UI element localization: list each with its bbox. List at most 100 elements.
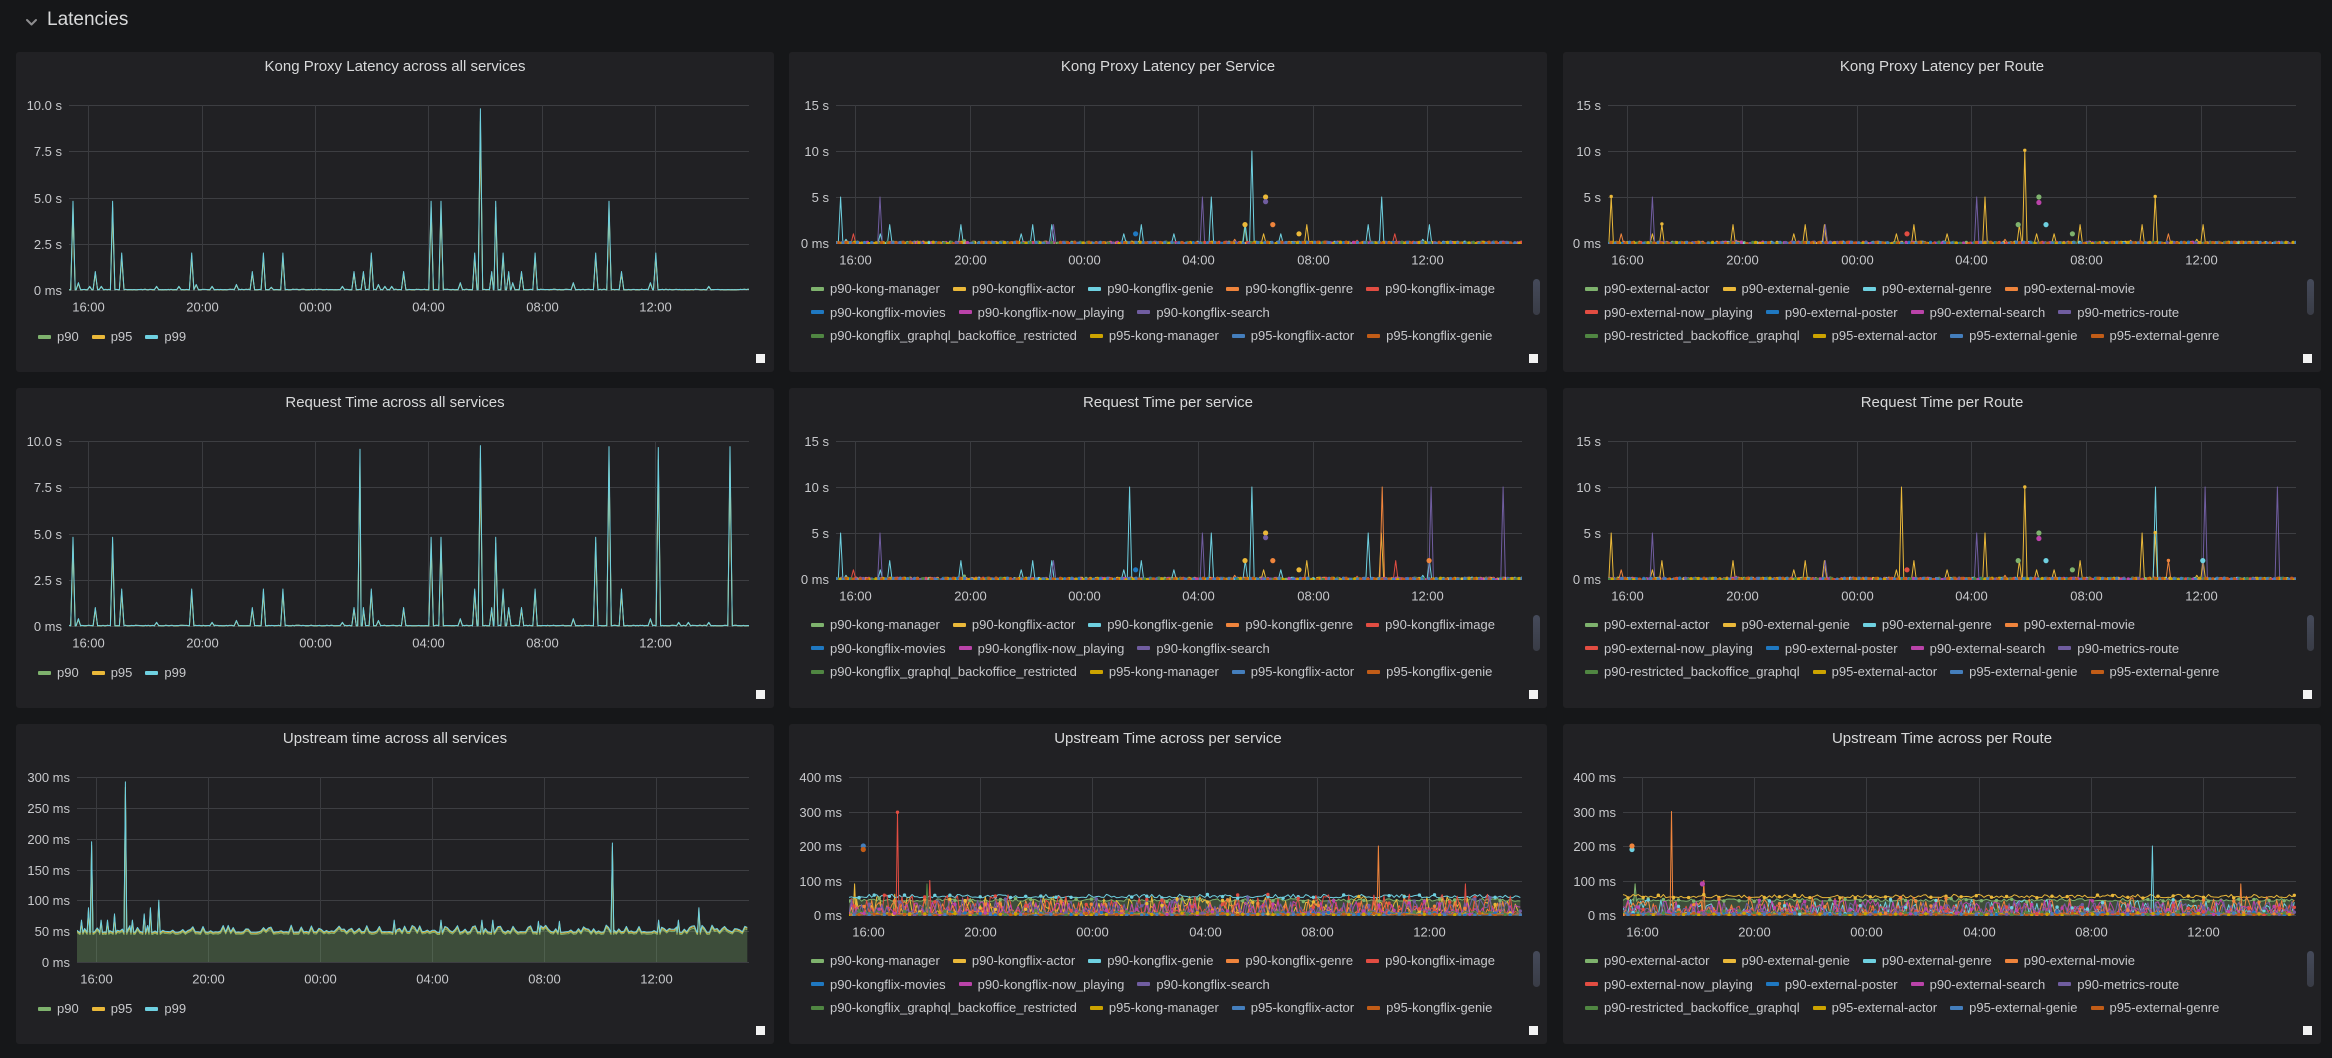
legend-item-p90-external-genre[interactable]: p90-external-genre: [1863, 949, 1992, 973]
legend-item-p99[interactable]: p99: [145, 997, 186, 1021]
panel-resize-handle[interactable]: [1529, 1026, 1538, 1035]
legend-item-p90-external-poster[interactable]: p90-external-poster: [1766, 301, 1898, 325]
legend-item-p95-kongflix-actor[interactable]: p95-kongflix-actor: [1232, 324, 1354, 348]
legend-item-p95-kong-manager[interactable]: p95-kong-manager: [1090, 996, 1219, 1020]
legend-item-p95-external-genie[interactable]: p95-external-genie: [1950, 660, 2077, 684]
legend-item-p90-external-actor[interactable]: p90-external-actor: [1585, 949, 1710, 973]
legend-item-p90-kong-manager[interactable]: p90-kong-manager: [811, 613, 940, 637]
legend-item-p95-external-genie[interactable]: p95-external-genie: [1950, 324, 2077, 348]
legend-item-p90-restricted-backoffice-graphql[interactable]: p90-restricted_backoffice_graphql: [1585, 996, 1800, 1020]
legend-item-p99[interactable]: p99: [145, 325, 186, 349]
legend-item-p99[interactable]: p99: [145, 661, 186, 685]
legend-item-p95[interactable]: p95: [92, 997, 133, 1021]
legend-item-p90-kongflix-actor[interactable]: p90-kongflix-actor: [953, 613, 1075, 637]
legend-item-p95-external-actor[interactable]: p95-external-actor: [1813, 660, 1938, 684]
legend-item-p90-metrics-route[interactable]: p90-metrics-route: [2058, 973, 2179, 997]
legend-item-p90-restricted-backoffice-graphql[interactable]: p90-restricted_backoffice_graphql: [1585, 324, 1800, 348]
legend-item-p90-external-movie[interactable]: p90-external-movie: [2005, 613, 2135, 637]
legend-scrollbar[interactable]: [2307, 279, 2314, 315]
legend-item-p90-kong-manager[interactable]: p90-kong-manager: [811, 277, 940, 301]
legend-item-p90-external-movie[interactable]: p90-external-movie: [2005, 277, 2135, 301]
legend-item-p95-external-genre[interactable]: p95-external-genre: [2091, 996, 2220, 1020]
panel-resize-handle[interactable]: [756, 1026, 765, 1035]
chevron-down-icon[interactable]: [25, 18, 38, 27]
legend-item-p90-external-search[interactable]: p90-external-search: [1911, 637, 2046, 661]
legend-item-p90-restricted-backoffice-graphql[interactable]: p90-restricted_backoffice_graphql: [1585, 660, 1800, 684]
legend-item-p95[interactable]: p95: [92, 661, 133, 685]
legend-item-p90-external-search[interactable]: p90-external-search: [1911, 301, 2046, 325]
legend-item-p90-kongflix-actor[interactable]: p90-kongflix-actor: [953, 277, 1075, 301]
legend-item-p90-external-genie[interactable]: p90-external-genie: [1723, 277, 1850, 301]
legend-item-p90-kongflix-now-playing[interactable]: p90-kongflix-now_playing: [959, 637, 1125, 661]
legend-item-p90-kongflix-now-playing[interactable]: p90-kongflix-now_playing: [959, 301, 1125, 325]
legend-item-p90-kongflix-movies[interactable]: p90-kongflix-movies: [811, 973, 946, 997]
legend-item-p95-kong-manager[interactable]: p95-kong-manager: [1090, 660, 1219, 684]
panel-resize-handle[interactable]: [1529, 690, 1538, 699]
legend-item-p90-kongflix-movies[interactable]: p90-kongflix-movies: [811, 301, 946, 325]
panel-resize-handle[interactable]: [2303, 690, 2312, 699]
legend-item-p90[interactable]: p90: [38, 661, 79, 685]
legend-item-p90-external-now-playing[interactable]: p90-external-now_playing: [1585, 301, 1753, 325]
legend-item-p90-external-genre[interactable]: p90-external-genre: [1863, 613, 1992, 637]
legend-scrollbar[interactable]: [1533, 951, 1540, 987]
legend-item-p90-kongflix-genie[interactable]: p90-kongflix-genie: [1088, 277, 1213, 301]
legend-scrollbar[interactable]: [1533, 615, 1540, 651]
legend-item-p90-kongflix-search[interactable]: p90-kongflix-search: [1137, 973, 1269, 997]
legend-item-p90[interactable]: p90: [38, 997, 79, 1021]
legend-item-p90-external-genie[interactable]: p90-external-genie: [1723, 949, 1850, 973]
legend-item-p95-external-genre[interactable]: p95-external-genre: [2091, 324, 2220, 348]
legend-item-p95-kongflix-genie[interactable]: p95-kongflix-genie: [1367, 660, 1492, 684]
chart-plot[interactable]: 0 ms2.5 s5.0 s7.5 s10.0 s16:00 20:00 00:00…: [16, 388, 774, 656]
legend-item-p95-kongflix-genie[interactable]: p95-kongflix-genie: [1367, 996, 1492, 1020]
legend-item-p90-kongflix-genre[interactable]: p90-kongflix-genre: [1226, 277, 1353, 301]
legend-item-p90-kongflix-genie[interactable]: p90-kongflix-genie: [1088, 949, 1213, 973]
legend-item-p90-external-poster[interactable]: p90-external-poster: [1766, 637, 1898, 661]
legend-item-p90-kongflix-image[interactable]: p90-kongflix-image: [1366, 613, 1495, 637]
panel-resize-handle[interactable]: [2303, 354, 2312, 363]
legend-item-p90-kongflix-image[interactable]: p90-kongflix-image: [1366, 949, 1495, 973]
panel-resize-handle[interactable]: [756, 354, 765, 363]
legend-item-p90[interactable]: p90: [38, 325, 79, 349]
legend-scrollbar[interactable]: [2307, 951, 2314, 987]
legend-item-p90-kongflix-genie[interactable]: p90-kongflix-genie: [1088, 613, 1213, 637]
legend-item-p95-kongflix-actor[interactable]: p95-kongflix-actor: [1232, 660, 1354, 684]
legend-item-p95-external-genie[interactable]: p95-external-genie: [1950, 996, 2077, 1020]
legend-item-p90-kongflix-genre[interactable]: p90-kongflix-genre: [1226, 949, 1353, 973]
legend-item-p90-kongflix-image[interactable]: p90-kongflix-image: [1366, 277, 1495, 301]
legend-item-p90-external-now-playing[interactable]: p90-external-now_playing: [1585, 637, 1753, 661]
legend-item-p90-external-now-playing[interactable]: p90-external-now_playing: [1585, 973, 1753, 997]
legend-item-p90-external-poster[interactable]: p90-external-poster: [1766, 973, 1898, 997]
chart-plot[interactable]: 0 ms5 s10 s15 s16:00 20:00 00:00 04:00 08:00…: [789, 52, 1547, 273]
legend-item-p90-kongflix-search[interactable]: p90-kongflix-search: [1137, 301, 1269, 325]
legend-item-p95-external-actor[interactable]: p95-external-actor: [1813, 996, 1938, 1020]
legend-item-p90-external-actor[interactable]: p90-external-actor: [1585, 277, 1710, 301]
legend-item-p90-kongflix-now-playing[interactable]: p90-kongflix-now_playing: [959, 973, 1125, 997]
legend-item-p90-kongflix-genre[interactable]: p90-kongflix-genre: [1226, 613, 1353, 637]
legend-item-p95[interactable]: p95: [92, 325, 133, 349]
legend-item-p90-kong-manager[interactable]: p90-kong-manager: [811, 949, 940, 973]
panel-resize-handle[interactable]: [2303, 1026, 2312, 1035]
legend-item-p90-kongflix-graphql-backoffice-restricted[interactable]: p90-kongflix_graphql_backoffice_restrict…: [811, 324, 1077, 348]
legend-item-p90-external-search[interactable]: p90-external-search: [1911, 973, 2046, 997]
legend-item-p90-metrics-route[interactable]: p90-metrics-route: [2058, 637, 2179, 661]
legend-item-p95-external-actor[interactable]: p95-external-actor: [1813, 324, 1938, 348]
legend-scrollbar[interactable]: [2307, 615, 2314, 651]
row-title[interactable]: Latencies: [47, 8, 128, 31]
panel-resize-handle[interactable]: [756, 690, 765, 699]
legend-item-p90-kongflix-graphql-backoffice-restricted[interactable]: p90-kongflix_graphql_backoffice_restrict…: [811, 660, 1077, 684]
chart-plot[interactable]: 0 ms5 s10 s15 s16:00 20:00 00:00 04:00 08:00…: [1563, 388, 2321, 609]
chart-plot[interactable]: 0 ms5 s10 s15 s16:00 20:00 00:00 04:00 08:00…: [789, 388, 1547, 609]
legend-item-p95-kongflix-actor[interactable]: p95-kongflix-actor: [1232, 996, 1354, 1020]
legend-item-p90-external-genie[interactable]: p90-external-genie: [1723, 613, 1850, 637]
legend-item-p90-external-actor[interactable]: p90-external-actor: [1585, 613, 1710, 637]
legend-item-p90-kongflix-search[interactable]: p90-kongflix-search: [1137, 637, 1269, 661]
legend-item-p90-kongflix-graphql-backoffice-restricted[interactable]: p90-kongflix_graphql_backoffice_restrict…: [811, 996, 1077, 1020]
legend-item-p95-kong-manager[interactable]: p95-kong-manager: [1090, 324, 1219, 348]
legend-item-p95-external-genre[interactable]: p95-external-genre: [2091, 660, 2220, 684]
panel-resize-handle[interactable]: [1529, 354, 1538, 363]
legend-item-p90-external-movie[interactable]: p90-external-movie: [2005, 949, 2135, 973]
chart-plot[interactable]: 0 ms2.5 s5.0 s7.5 s10.0 s16:00 20:00 00:00…: [16, 52, 774, 320]
